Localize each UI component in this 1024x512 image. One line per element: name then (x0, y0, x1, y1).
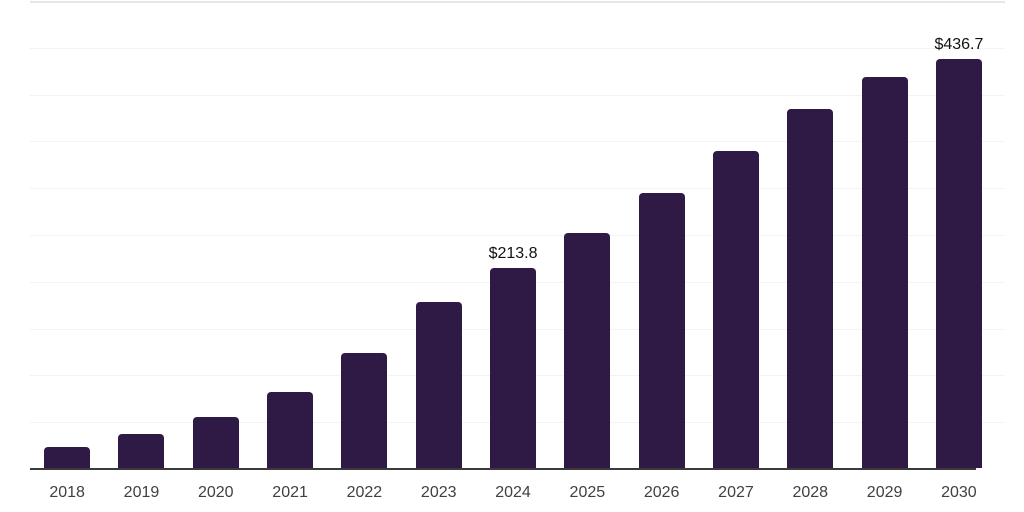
x-tick-2018: 2018 (49, 484, 85, 501)
bar-slot-2018 (30, 1, 104, 468)
x-tick-2027: 2027 (718, 484, 754, 501)
bar-2027 (712, 151, 759, 468)
bar-slot-2021 (253, 1, 327, 468)
x-tick-2019: 2019 (123, 484, 160, 501)
plot-area: $213.8 $436.7 (30, 0, 1005, 470)
bar-slot-2019 (104, 1, 178, 468)
gridline-450 (30, 48, 1005, 49)
gridline-300 (30, 188, 1005, 189)
x-axis-line (30, 468, 976, 470)
bar-slot-2029 (847, 1, 921, 468)
bar-slot-2025 (550, 1, 624, 468)
bar-2023 (415, 302, 462, 468)
x-tick-2021: 2021 (272, 484, 308, 501)
bar-2019 (118, 434, 165, 468)
gridline-350 (30, 141, 1005, 142)
x-tick-2022: 2022 (346, 484, 383, 501)
gridline-400 (30, 95, 1005, 96)
gridline-500 (30, 1, 1005, 3)
bar-2026 (638, 193, 685, 468)
bar-2021 (267, 391, 314, 468)
bar-2022 (341, 352, 388, 468)
bar-slot-2022 (327, 1, 401, 468)
x-tick-2024: 2024 (495, 484, 531, 501)
x-tick-2028: 2028 (792, 484, 829, 501)
bars-row: $213.8 $436.7 (30, 1, 996, 468)
x-axis-labels: 2018 2019 2020 2021 2022 2023 2024 2025 2026 2027… (30, 483, 996, 502)
bar-2030 (935, 59, 982, 468)
x-tick-2029: 2029 (866, 484, 903, 501)
bar-2020 (192, 417, 239, 468)
bar-2028 (787, 109, 834, 468)
bar-2029 (861, 76, 908, 468)
gridline-250 (30, 235, 1005, 236)
data-label-2030: $436.7 (934, 36, 984, 54)
bar-slot-2028 (773, 1, 847, 468)
x-tick-2023: 2023 (420, 484, 457, 501)
x-tick-2020: 2020 (197, 484, 234, 501)
x-tick-2026: 2026 (643, 484, 680, 501)
bar-slot-2030: $436.7 (922, 1, 996, 468)
data-label-2024: $213.8 (488, 244, 538, 262)
bar-slot-2023 (402, 1, 476, 468)
x-tick-2025: 2025 (569, 484, 606, 501)
bar-slot-2020 (179, 1, 253, 468)
bar-slot-2024: $213.8 (476, 1, 550, 468)
bar-2024 (490, 267, 537, 468)
bar-2025 (564, 233, 611, 468)
bar-2018 (44, 447, 91, 468)
x-tick-2030: 2030 (941, 484, 977, 501)
bar-slot-2026 (625, 1, 699, 468)
bar-slot-2027 (699, 1, 773, 468)
